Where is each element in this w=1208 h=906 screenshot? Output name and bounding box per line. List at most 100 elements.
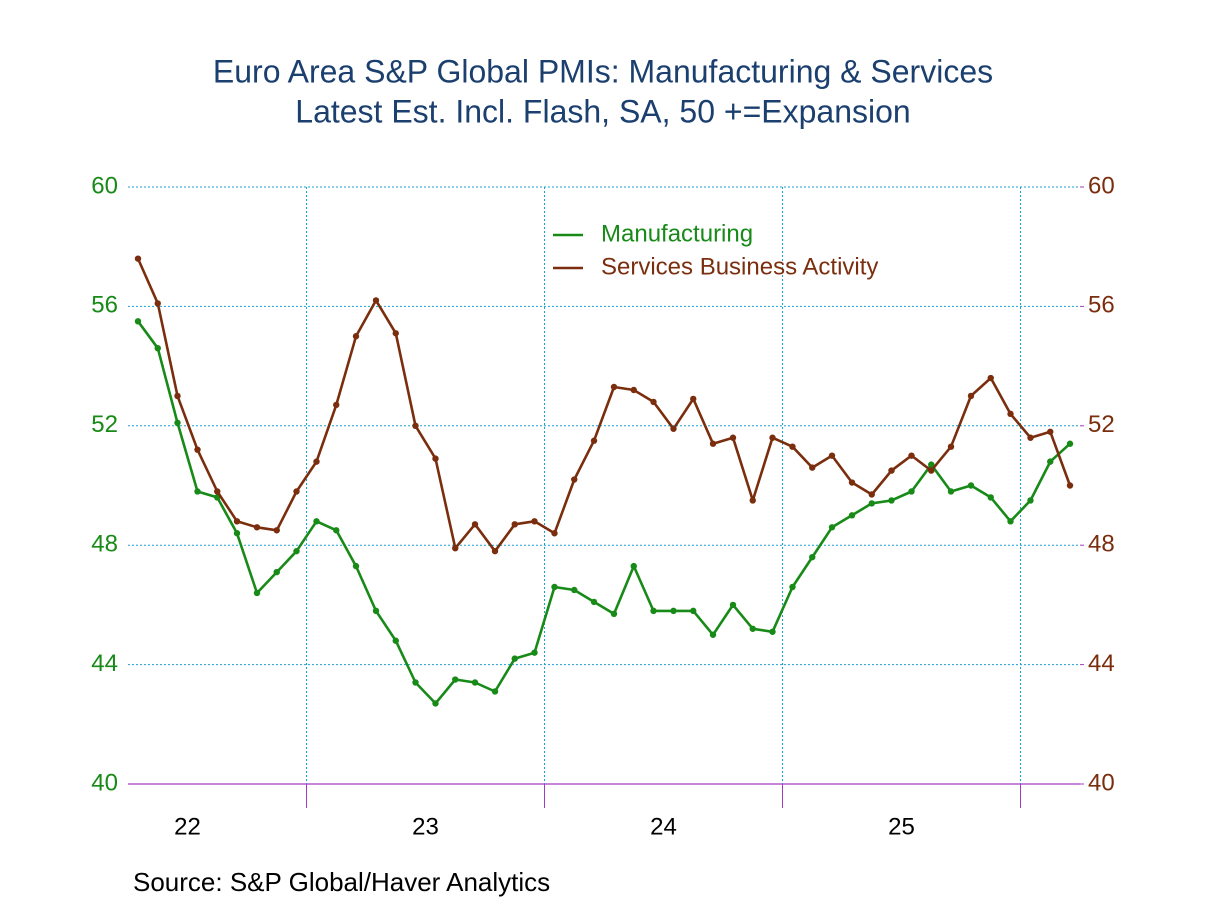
y-tick-label: 56 [91, 292, 118, 319]
data-point [650, 398, 657, 406]
data-point [333, 401, 340, 409]
data-point [134, 255, 142, 262]
data-point [471, 521, 479, 528]
data-point [789, 443, 796, 450]
data-point [571, 476, 578, 483]
data-point [888, 467, 895, 474]
data-point [1047, 458, 1054, 465]
data-point [967, 482, 975, 489]
data-point [908, 452, 915, 459]
data-point [947, 443, 955, 450]
y-tick-label: 52 [91, 411, 118, 438]
data-point [590, 437, 598, 444]
data-point [412, 679, 419, 686]
data-point [154, 344, 161, 352]
data-point [511, 521, 518, 528]
data-point [888, 497, 895, 504]
data-point [491, 547, 499, 555]
y2-tick-label: 40 [1088, 769, 1115, 796]
data-point [670, 425, 677, 432]
data-point [1007, 410, 1014, 418]
chart-title: Euro Area S&P Global PMIs: Manufacturing… [213, 53, 993, 89]
data-point [571, 586, 578, 594]
data-point [452, 544, 459, 552]
data-point [253, 589, 261, 597]
data-point [273, 568, 280, 576]
data-point [749, 625, 756, 632]
data-point [352, 333, 360, 340]
y-tick-label: 60 [91, 172, 118, 199]
data-point [293, 488, 300, 495]
data-point [154, 300, 161, 307]
data-point [432, 455, 439, 462]
y2-tick-label: 44 [1088, 650, 1115, 677]
data-point [809, 464, 816, 471]
data-point [709, 440, 717, 447]
data-point [471, 679, 479, 686]
data-point [848, 479, 856, 486]
data-point [987, 374, 994, 382]
data-point [828, 452, 836, 459]
legend-label: Services Business Activity [601, 253, 878, 280]
data-point [491, 688, 499, 695]
data-point [134, 318, 142, 325]
data-point [729, 601, 737, 609]
y2-tick-label: 48 [1088, 531, 1115, 558]
data-point [194, 446, 201, 453]
data-point [1027, 497, 1034, 504]
data-point [670, 607, 677, 615]
data-point [273, 527, 280, 534]
data-point [610, 383, 618, 391]
data-point [690, 607, 697, 615]
data-point [372, 607, 380, 615]
x-tick-label: 22 [174, 813, 201, 840]
data-point [928, 461, 935, 468]
data-point [928, 467, 935, 474]
chart-subtitle: Latest Est. Incl. Flash, SA, 50 +=Expans… [295, 93, 910, 129]
y-tick-label: 40 [91, 769, 118, 796]
data-point [1066, 482, 1074, 489]
data-point [769, 434, 776, 441]
data-point [908, 488, 915, 495]
data-point [630, 562, 637, 570]
data-point [650, 607, 657, 615]
data-point [531, 649, 538, 656]
y2-tick-label: 56 [1088, 292, 1115, 319]
y-tick-label: 48 [91, 531, 118, 558]
y2-tick-label: 52 [1088, 411, 1115, 438]
data-point [452, 676, 459, 683]
y-tick-label: 44 [91, 650, 118, 677]
data-point [1066, 440, 1074, 447]
data-point [749, 497, 756, 504]
data-point [253, 524, 261, 531]
data-point [412, 422, 419, 429]
x-tick-label: 23 [412, 813, 439, 840]
data-point [293, 547, 300, 555]
data-point [828, 524, 836, 531]
data-point [372, 297, 380, 304]
data-point [868, 500, 875, 507]
data-point [531, 518, 538, 525]
data-point [709, 631, 717, 638]
data-point [630, 386, 637, 394]
data-point [809, 553, 816, 561]
data-point [610, 610, 618, 618]
data-point [313, 458, 320, 465]
data-point [987, 494, 994, 501]
data-point [174, 392, 181, 400]
data-point [392, 330, 399, 337]
data-point [1007, 518, 1014, 525]
data-point [233, 530, 241, 537]
data-point [868, 491, 875, 498]
data-point [1047, 428, 1054, 435]
data-point [214, 488, 221, 495]
x-tick-label: 24 [650, 813, 677, 840]
data-point [511, 655, 518, 662]
data-point [947, 488, 955, 495]
data-point [392, 637, 399, 644]
data-point [848, 512, 856, 519]
x-tick-label: 25 [888, 813, 915, 840]
series-line [136, 258, 1072, 553]
